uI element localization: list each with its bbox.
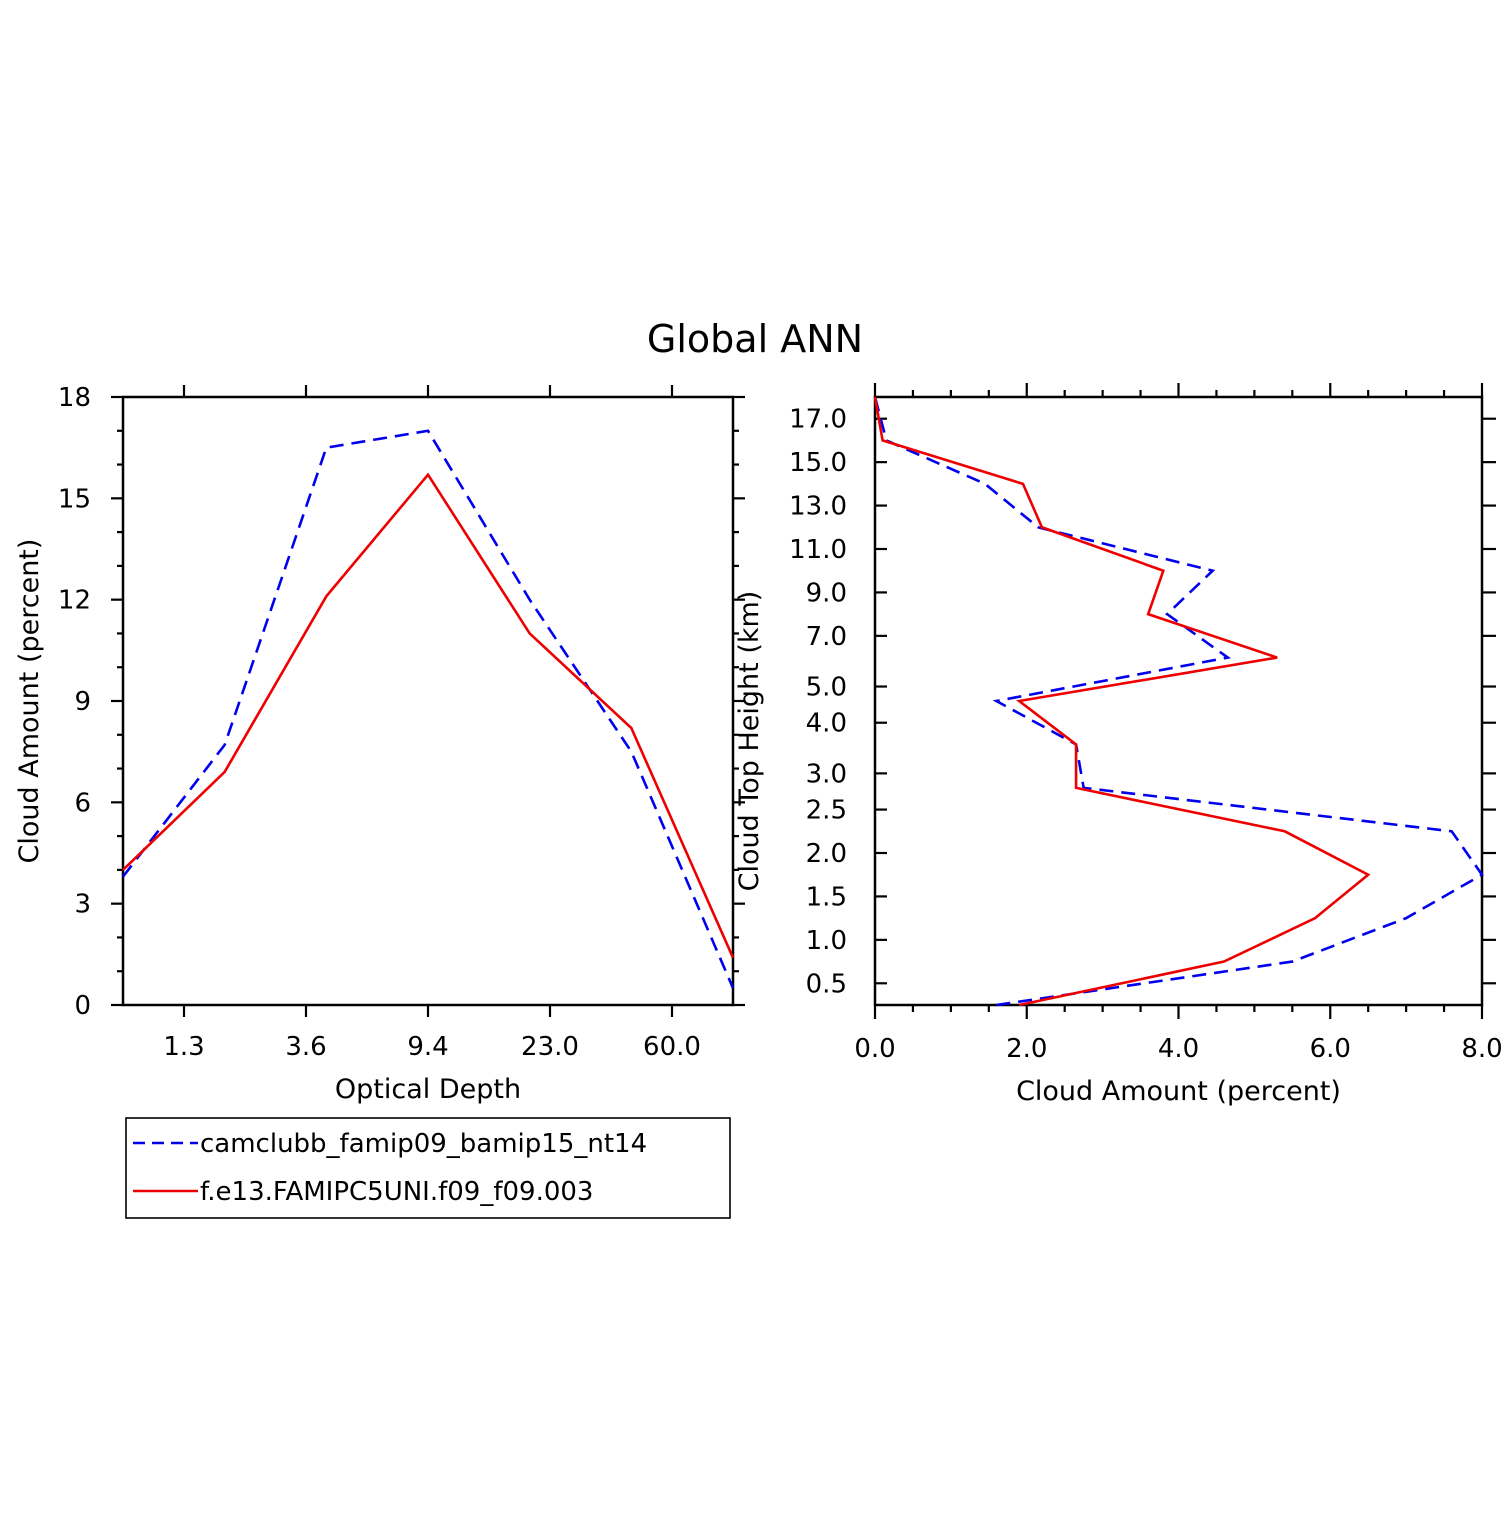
y-tick-label: 15.0 [789, 448, 847, 478]
y-tick-label: 0.5 [806, 969, 847, 999]
x-tick-label: 3.6 [285, 1032, 326, 1062]
x-tick-label: 1.3 [163, 1032, 204, 1062]
y-tick-label: 11.0 [789, 535, 847, 565]
x-tick-label: 23.0 [521, 1032, 579, 1062]
y-axis-label: Cloud Amount (percent) [14, 539, 45, 864]
y-tick-label: 17.0 [789, 405, 847, 435]
y-tick-label: 15 [58, 484, 91, 514]
y-tick-label: 4.0 [806, 709, 847, 739]
y-tick-label: 3.0 [806, 759, 847, 789]
legend-label-1: camclubb_famip09_bamip15_nt14 [200, 1129, 647, 1159]
panel-cloud-top-height: 0.5 1.0 1.5 2.0 2.5 3.0 4.0 5.0 7.0 9.0 11.0 13.0 15… [734, 383, 1503, 1107]
y-tick-label: 6 [74, 788, 91, 818]
y-tick-label: 1.0 [806, 926, 847, 956]
x-tick-label: 9.4 [407, 1032, 448, 1062]
y-tick-label: 13.0 [789, 492, 847, 522]
y-tick-label: 5.0 [806, 673, 847, 703]
y-tick-label: 3 [74, 890, 91, 920]
series-line-1 [873, 396, 1484, 1007]
y-tick-label: 0 [74, 991, 91, 1021]
y-tick-label: 7.0 [806, 622, 847, 652]
figure-title: Global ANN [647, 317, 863, 361]
left-plot-frame [121, 395, 735, 1007]
y-tick-label: 2.5 [806, 796, 847, 826]
legend-label-2: f.e13.FAMIPC5UNI.f09_f09.003 [200, 1177, 593, 1207]
y-tick-label: 1.5 [806, 882, 847, 912]
legend-box [125, 1117, 731, 1219]
legend: camclubb_famip09_bamip15_nt14 f.e13.FAMIP… [125, 1117, 731, 1219]
x-tick-label: 4.0 [1158, 1034, 1199, 1064]
right-plot-frame [873, 395, 1484, 1007]
x-axis-label: Cloud Amount (percent) [1016, 1076, 1341, 1107]
x-axis-label: Optical Depth [335, 1074, 521, 1105]
x-tick-label: 60.0 [643, 1032, 701, 1062]
y-axis-label: Cloud Top Height (km) [734, 591, 765, 892]
y-tick-label: 9.0 [806, 578, 847, 608]
x-tick-label: 2.0 [1006, 1034, 1047, 1064]
series-line-2 [122, 472, 735, 959]
x-tick-label: 8.0 [1461, 1034, 1502, 1064]
series-line-1 [121, 429, 735, 989]
series-line-2 [873, 396, 1371, 1007]
y-tick-label: 18 [58, 383, 91, 413]
y-tick-label: 12 [58, 586, 91, 616]
panel-optical-depth: 0 3 6 9 12 15 18 1.3 3.6 9.4 23.0 60.0 Optical Depth… [14, 383, 745, 1105]
x-tick-label: 6.0 [1310, 1034, 1351, 1064]
y-tick-label: 9 [74, 687, 91, 717]
x-tick-label: 0.0 [854, 1034, 895, 1064]
y-tick-label: 2.0 [806, 839, 847, 869]
